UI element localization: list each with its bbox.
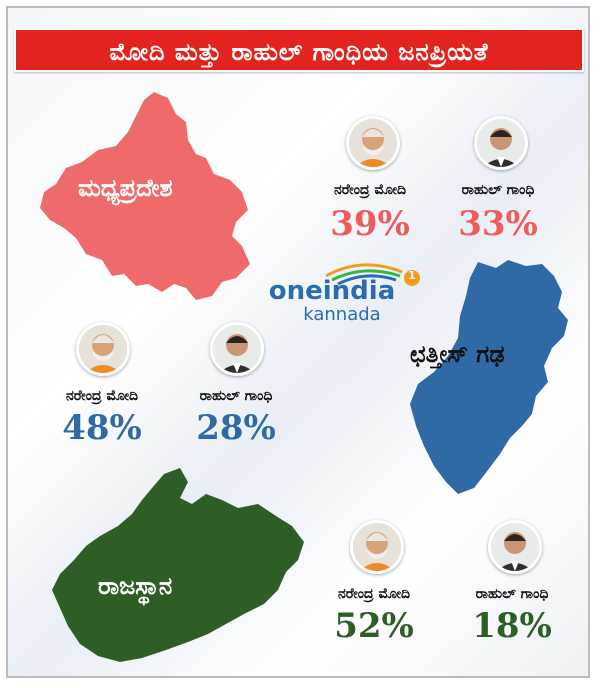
modi-avatar	[76, 322, 130, 376]
candidate-name: ನರೇಂದ್ರ ಮೋದಿ	[333, 182, 407, 198]
rahul-avatar	[210, 322, 264, 376]
logo-brand: oneindia	[268, 276, 396, 306]
percent-value: 18%	[472, 606, 552, 646]
percent-value: 52%	[334, 606, 414, 646]
state-label-green: ರಾಜಸ್ಥಾನ	[98, 572, 173, 600]
rahul-avatar	[488, 520, 542, 574]
percent-value: 48%	[62, 408, 142, 448]
logo-swoosh-icon	[325, 263, 420, 286]
percent-value: 33%	[458, 204, 538, 244]
percent-value: 28%	[196, 408, 276, 448]
red-state-map	[40, 92, 250, 300]
modi-avatar	[350, 520, 404, 574]
candidate-name: ನರೇಂದ್ರ ಮೋದಿ	[337, 586, 411, 602]
page-title: ಮೋದಿ ಮತ್ತು ರಾಹುಲ್ ಗಾಂಧಿಯ ಜನಪ್ರಿಯತೆ	[14, 28, 584, 72]
logo-sub: kannada	[303, 304, 381, 325]
candidate-name: ರಾಹುಲ್ ಗಾಂಧಿ	[199, 388, 273, 404]
green-state-map	[52, 468, 304, 662]
candidate-name: ನರೇಂದ್ರ ಮೋದಿ	[65, 388, 139, 404]
state-label-blue: ಛತ್ತೀಸ್ ಗಢ	[410, 340, 505, 368]
candidate-name: ರಾಹುಲ್ ಗಾಂಧಿ	[461, 182, 535, 198]
percent-value: 39%	[330, 204, 410, 244]
candidate-name: ರಾಹುಲ್ ಗಾಂಧಿ	[475, 586, 549, 602]
oneindia-logo: 1 oneindia kannada	[262, 262, 422, 326]
state-label-red: ಮಧ್ಯಪ್ರದೇಶ	[78, 174, 173, 202]
modi-avatar	[346, 116, 400, 170]
blue-state-map	[410, 260, 568, 494]
logo-badge: 1	[408, 269, 416, 282]
rahul-avatar	[474, 116, 528, 170]
